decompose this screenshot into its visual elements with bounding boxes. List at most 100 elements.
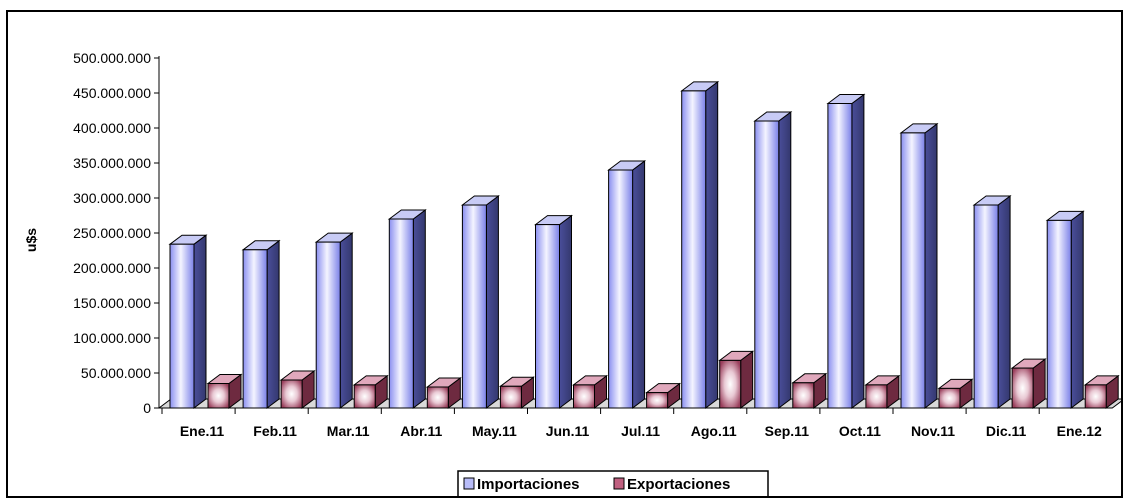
y-tick-label: 250.000.000: [73, 225, 151, 241]
bar-exportaciones-front: [280, 379, 303, 409]
bar-exportaciones: [352, 374, 389, 409]
bar-importaciones-side: [485, 195, 499, 409]
bar-importaciones-front: [973, 204, 999, 409]
bar-exportaciones-front: [646, 392, 669, 409]
y-tick-label: 500.000.000: [73, 50, 151, 66]
bar-importaciones: [168, 234, 208, 409]
x-tick-label: Dic.11: [986, 423, 1027, 439]
bar-importaciones-side: [778, 111, 792, 409]
bar-importaciones-side: [851, 93, 865, 409]
bar-exportaciones: [572, 374, 608, 409]
bar-importaciones-front: [242, 249, 268, 409]
bar-exportaciones: [718, 350, 755, 409]
x-tick-label: May.11: [472, 423, 517, 439]
y-tick-label: 300.000.000: [73, 190, 151, 206]
bar-exportaciones: [425, 377, 462, 409]
bar-exportaciones: [791, 372, 828, 409]
x-tick-label: Oct.11: [839, 423, 881, 439]
bar-exportaciones: [279, 370, 316, 409]
bar-importaciones: [241, 239, 281, 409]
bar-exportaciones-side: [740, 350, 754, 409]
bar-importaciones-front: [388, 218, 414, 409]
y-tick-label: 0: [143, 400, 151, 416]
bar-importaciones-side: [339, 232, 353, 409]
bar-exportaciones-front: [938, 387, 961, 409]
bar-importaciones-side: [997, 195, 1011, 409]
bar-exportaciones-front: [719, 359, 742, 409]
bar-exportaciones: [864, 374, 901, 409]
y-tick-label: 350.000.000: [73, 155, 151, 171]
bar-exportaciones: [937, 378, 974, 409]
bar-importaciones: [534, 214, 573, 409]
y-tick-label: 50.000.000: [81, 365, 151, 381]
bar-exportaciones: [1083, 374, 1120, 409]
x-tick-label: Ene.11: [180, 423, 225, 439]
x-tick-label: Jun.11: [546, 423, 590, 439]
bar-importaciones-side: [412, 209, 426, 409]
bar-importaciones-front: [754, 120, 780, 409]
bar-chart: 0 50.000.000 100.000.000 150.000.000 200.000…: [23, 50, 1126, 498]
bar-importaciones-front: [169, 243, 195, 409]
x-tick-label: Feb.11: [253, 423, 297, 439]
bar-exportaciones-front: [499, 385, 522, 409]
bar-importaciones-side: [924, 122, 938, 409]
bar-importaciones-front: [461, 204, 487, 409]
bar-importaciones-side: [266, 239, 280, 409]
bar-importaciones: [1045, 210, 1085, 409]
bar-importaciones-front: [900, 132, 926, 409]
bar-importaciones: [899, 122, 939, 409]
bar-importaciones-front: [827, 103, 853, 409]
legend-label-importaciones: Importaciones: [477, 476, 580, 493]
legend-swatch-importaciones: [463, 477, 475, 490]
x-tick-label: Mar.11: [327, 423, 370, 439]
x-tick-label: Sep.11: [765, 423, 810, 439]
bar-importaciones-front: [608, 169, 634, 409]
legend: Importaciones Exportaciones: [457, 470, 769, 498]
axes: 0 50.000.000 100.000.000 150.000.000 200.000…: [73, 50, 1126, 416]
bar-importaciones: [387, 209, 427, 409]
x-tick-label: Abr.11: [400, 423, 442, 439]
bar-importaciones-side: [705, 80, 719, 409]
x-tick-label: Ago.11: [691, 423, 737, 439]
bar-importaciones-side: [193, 234, 207, 409]
bar-importaciones-side: [559, 214, 572, 409]
bar-exportaciones: [206, 373, 243, 409]
bar-importaciones: [460, 195, 500, 409]
bar-importaciones-front: [315, 241, 341, 409]
labels: Ene.11 Feb.11 Mar.11 Abr.11 May.11 Jun.11 Jul.…: [180, 423, 1102, 439]
bar-importaciones: [680, 80, 720, 409]
y-tick-label: 100.000.000: [73, 330, 151, 346]
bar-exportaciones: [498, 376, 535, 409]
bar-exportaciones-front: [792, 382, 815, 409]
chart-frame: 0 50.000.000 100.000.000 150.000.000 200.000…: [6, 10, 1126, 498]
bar-importaciones: [826, 93, 866, 409]
y-axis-label: u$s: [23, 228, 39, 252]
y-tick-label: 200.000.000: [73, 260, 151, 276]
bar-exportaciones: [1010, 358, 1047, 409]
bar-importaciones-front: [535, 224, 560, 409]
x-tick-label: Ene.12: [1057, 423, 1102, 439]
bar-importaciones-side: [1070, 210, 1084, 409]
bar-exportaciones-front: [353, 384, 376, 409]
legend-box: [457, 470, 769, 498]
bar-importaciones: [607, 160, 647, 409]
bar-exportaciones-front: [1011, 367, 1034, 409]
y-tick-label: 150.000.000: [73, 295, 151, 311]
legend-swatch-exportaciones: [613, 477, 625, 490]
bar-exportaciones-front: [573, 384, 595, 409]
bar-exportaciones-front: [865, 384, 888, 409]
bars: [168, 80, 1120, 409]
x-tick-label: Jul.11: [621, 423, 660, 439]
x-tick-label: Nov.11: [911, 423, 955, 439]
bar-exportaciones-front: [426, 386, 449, 409]
bar-exportaciones: [645, 382, 682, 409]
y-tick-label: 400.000.000: [73, 120, 151, 136]
bar-importaciones-front: [1046, 219, 1072, 409]
bar-importaciones: [314, 232, 354, 409]
bar-importaciones-side: [632, 160, 646, 409]
bar-importaciones: [972, 195, 1012, 409]
bar-exportaciones-front: [1084, 384, 1107, 409]
bar-exportaciones-front: [207, 383, 230, 409]
bar-importaciones-front: [681, 90, 707, 409]
y-tick-label: 450.000.000: [73, 85, 151, 101]
